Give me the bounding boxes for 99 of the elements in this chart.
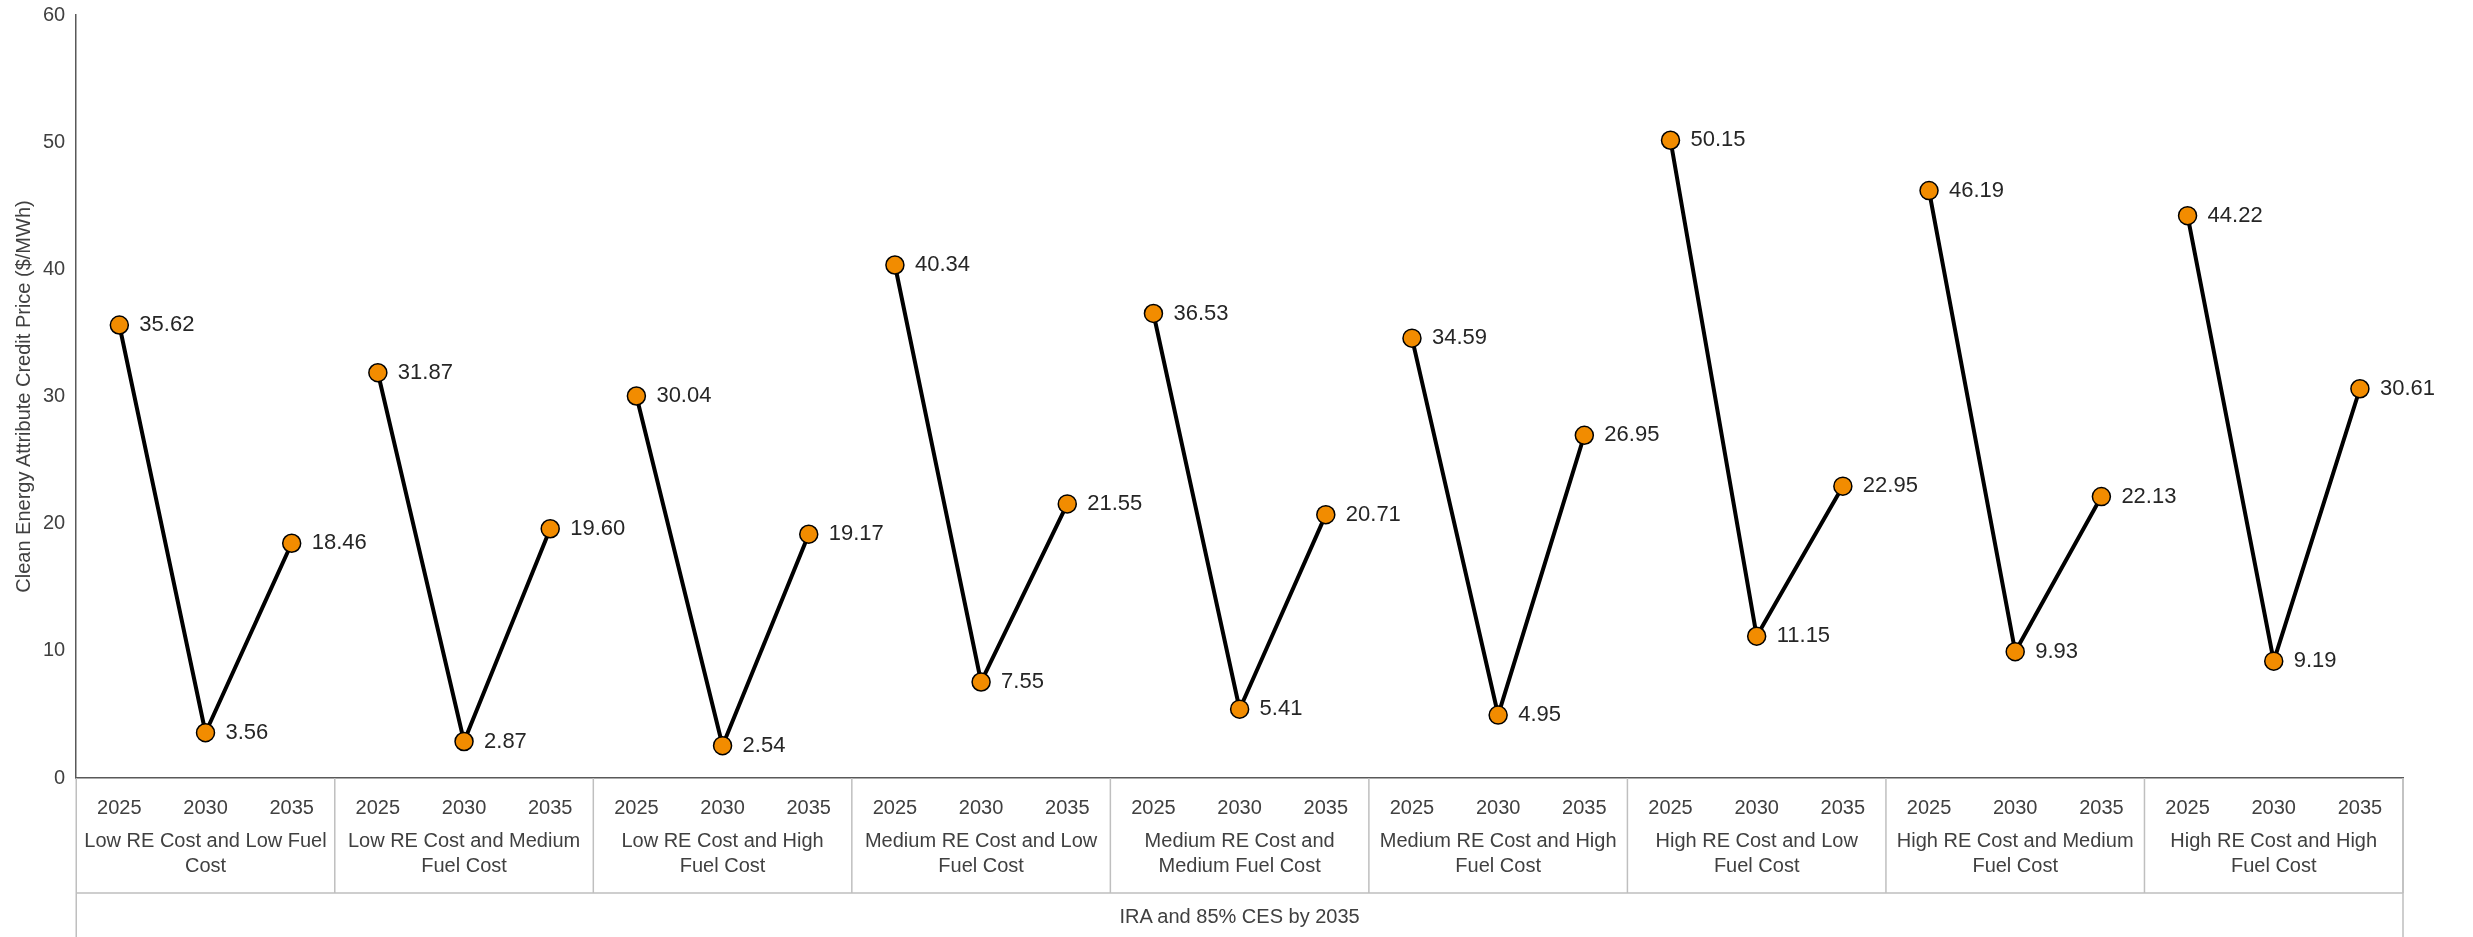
x-tick-label: 2030: [183, 795, 228, 818]
point: [885, 255, 905, 275]
data-label: 50.15: [1690, 126, 1746, 152]
text: Medium RE Cost and Low Fuel Cost: [864, 828, 1098, 876]
y-tick-label: 60: [43, 2, 66, 25]
data-label: 5.41: [1259, 695, 1303, 721]
point: [368, 362, 388, 383]
point: [2005, 641, 2025, 662]
data-label: 44.22: [2207, 201, 2263, 227]
x-tick-label: 2030: [700, 795, 745, 818]
x-tick-label: 2025: [1648, 795, 1693, 818]
data-label: 2.87: [484, 727, 527, 753]
point: [2350, 378, 2370, 399]
data-label: 19.17: [828, 520, 884, 546]
data-label: 26.95: [1604, 421, 1660, 447]
y-tick-label: 20: [43, 511, 66, 534]
x-tick-label: 2025: [1906, 795, 1952, 818]
data-label: 3.56: [225, 718, 269, 744]
point: [1057, 494, 1078, 514]
data-label: 36.53: [1173, 299, 1229, 325]
data-label: 31.87: [397, 358, 453, 384]
x-axis-title: IRA and 85% CES by 2035: [1119, 904, 1360, 927]
point: [1746, 626, 1767, 646]
point: [2177, 205, 2198, 226]
point: [281, 533, 302, 553]
x-tick-label: 2030: [1992, 795, 2038, 818]
point: [454, 731, 474, 752]
point: [971, 672, 991, 692]
point: [1833, 476, 1853, 496]
data-label: 2.54: [742, 731, 786, 757]
text: Medium RE Cost and High Fuel Cost: [1379, 828, 1617, 876]
x-tick-label: 2035: [786, 795, 831, 818]
data-label: 22.95: [1862, 472, 1918, 498]
text: Low RE Cost and Medium Fuel Cost: [347, 828, 581, 876]
x-tick-label: 2025: [1131, 795, 1176, 818]
data-label: 4.95: [1518, 701, 1561, 727]
text: Medium RE Cost and Medium Fuel Cost: [1144, 828, 1335, 876]
x-tick-label: 2025: [2165, 795, 2210, 818]
text: High RE Cost and High Fuel Cost: [2170, 828, 2378, 876]
data-label: 40.34: [914, 251, 970, 277]
text: High RE Cost and Medium Fuel Cost: [1896, 828, 2134, 876]
data-label: 19.60: [570, 514, 626, 540]
point: [2091, 486, 2112, 507]
data-label: 30.61: [2379, 374, 2435, 400]
y-axis-title: Clean Energy Attribute Credit Price ($/MWh): [11, 200, 34, 593]
point: [798, 524, 819, 544]
x-tick-label: 2025: [614, 795, 659, 818]
y-tick-label: 40: [43, 256, 66, 279]
data-label: 30.04: [656, 382, 712, 408]
x-tick-label: 2035: [1562, 795, 1607, 818]
y-tick-label: 30: [43, 384, 66, 407]
data-label: 9.19: [2293, 647, 2337, 673]
point: [712, 735, 733, 756]
point: [540, 519, 560, 539]
x-tick-label: 2035: [1820, 795, 1866, 818]
data-label: 35.62: [139, 311, 195, 337]
data-label: 22.13: [2121, 482, 2177, 508]
point: [1229, 699, 1250, 719]
y-tick-label: 0: [54, 765, 66, 788]
point: [2263, 651, 2284, 671]
point: [1402, 328, 1422, 348]
x-tick-label: 2035: [1303, 795, 1349, 818]
text: High RE Cost and Low Fuel Cost: [1655, 828, 1859, 876]
data-label: 21.55: [1087, 490, 1143, 516]
x-tick-label: 2035: [1045, 795, 1090, 818]
x-tick-label: 2035: [2337, 795, 2383, 818]
x-tick-label: 2035: [269, 795, 314, 818]
data-label: 46.19: [1949, 176, 2005, 202]
text: Low RE Cost and Low Fuel Cost: [84, 828, 327, 876]
y-tick-label: 50: [43, 129, 66, 152]
point: [1919, 180, 1939, 201]
data-label: 20.71: [1345, 500, 1401, 526]
x-tick-label: 2035: [2079, 795, 2124, 818]
data-label: 34.59: [1431, 324, 1488, 350]
text: Low RE Cost and High Fuel Cost: [621, 828, 824, 876]
data-label: 18.46: [311, 529, 367, 555]
point: [1574, 425, 1595, 446]
x-tick-label: 2030: [958, 795, 1004, 818]
x-tick-label: 2025: [872, 795, 918, 818]
point: [1316, 504, 1336, 525]
point: [1488, 705, 1508, 725]
x-tick-label: 2030: [2251, 795, 2296, 818]
point: [195, 722, 216, 743]
point: [109, 315, 130, 335]
x-tick-label: 2030: [1217, 795, 1262, 818]
point: [1660, 130, 1681, 151]
x-tick-label: 2025: [355, 795, 401, 818]
data-label: 7.55: [1001, 668, 1044, 694]
data-label: 11.15: [1776, 622, 1831, 648]
x-tick-label: 2030: [1734, 795, 1779, 818]
x-tick-label: 2035: [527, 795, 573, 818]
point: [626, 386, 647, 406]
point: [1143, 303, 1164, 324]
data-label: 9.93: [2035, 637, 2079, 663]
y-tick-label: 10: [43, 638, 66, 661]
x-tick-label: 2030: [441, 795, 487, 818]
x-tick-label: 2025: [97, 795, 142, 818]
x-tick-label: 2025: [1389, 795, 1435, 818]
x-tick-label: 2030: [1475, 795, 1521, 818]
